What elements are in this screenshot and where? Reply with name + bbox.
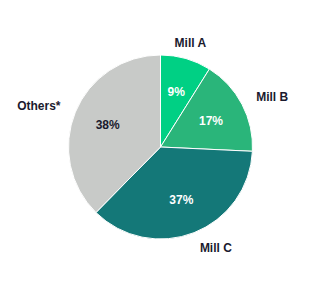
svg-text:37%: 37% [169, 193, 193, 207]
svg-text:Others*: Others* [17, 99, 61, 113]
svg-text:Mill C: Mill C [200, 241, 232, 255]
svg-text:Mill B: Mill B [256, 90, 288, 104]
svg-text:9%: 9% [168, 85, 186, 99]
svg-text:38%: 38% [96, 118, 120, 132]
svg-text:17%: 17% [199, 114, 223, 128]
svg-text:Mill A: Mill A [175, 36, 207, 50]
